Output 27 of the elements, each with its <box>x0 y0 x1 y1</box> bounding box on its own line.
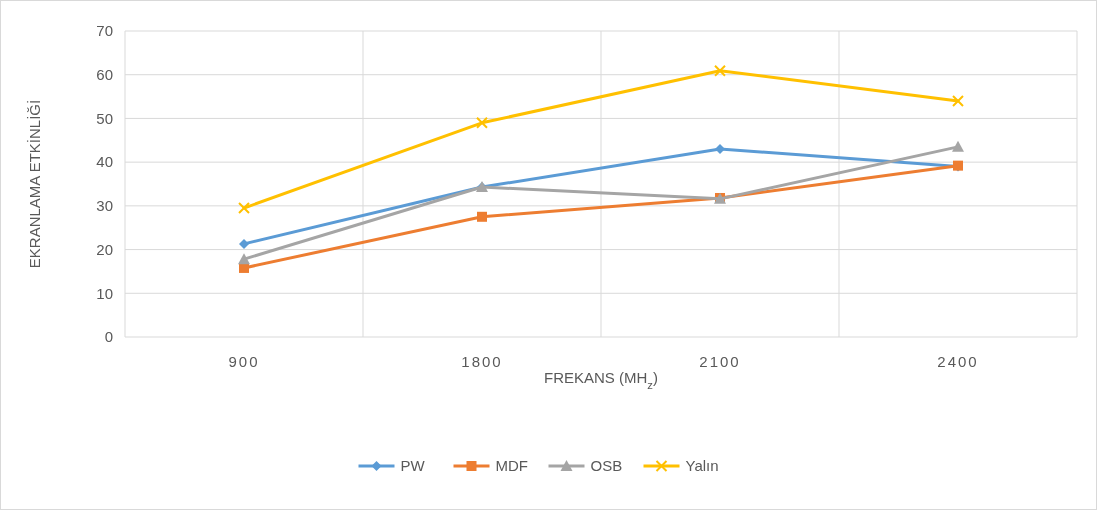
y-axis-title: EKRANLAMA ETKİNLİĞİ <box>26 99 43 269</box>
x-tick-label: 2400 <box>937 353 979 370</box>
y-tick-label: 70 <box>96 22 113 40</box>
point <box>952 140 964 152</box>
point <box>715 144 725 155</box>
legend-label: Yalın <box>685 457 719 475</box>
point <box>239 238 249 249</box>
x-tick-label: 900 <box>228 353 260 370</box>
y-tick-label: 60 <box>96 65 113 83</box>
point <box>477 211 487 222</box>
y-tick-label: 10 <box>96 284 113 302</box>
y-tick-label: 0 <box>104 328 113 346</box>
y-tick-label: 50 <box>96 109 113 127</box>
point <box>238 202 250 215</box>
x-tick-label: 2100 <box>699 353 741 370</box>
y-tick-label: 20 <box>96 240 113 258</box>
point <box>238 253 250 265</box>
x-tick-label: 1800 <box>461 353 503 370</box>
point <box>714 64 726 77</box>
point <box>952 94 964 107</box>
legend-label: PW <box>400 457 426 475</box>
point <box>476 116 488 129</box>
y-tick-label: 30 <box>96 197 113 215</box>
legend-label: MDF <box>495 457 528 475</box>
legend-label: OSB <box>590 457 623 475</box>
x-axis-title: FREKANS (MH$_{z}$) <box>544 369 658 391</box>
y-tick-label: 40 <box>96 153 113 171</box>
